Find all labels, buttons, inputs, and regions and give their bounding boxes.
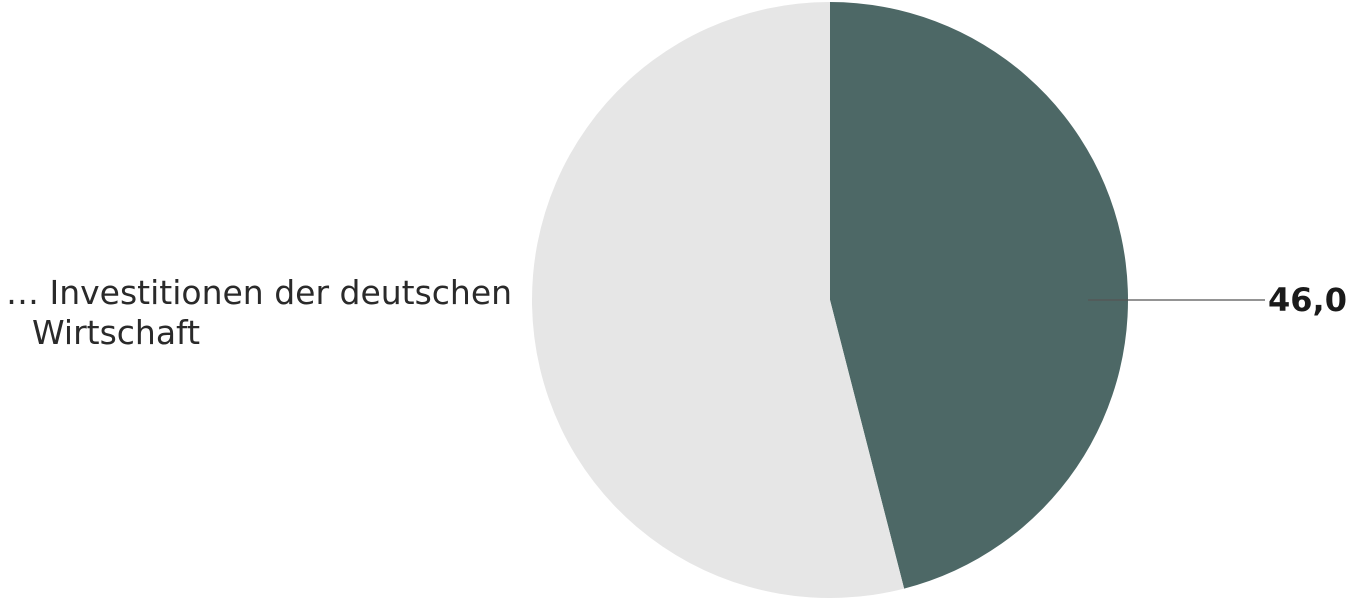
pie-slice-0 bbox=[830, 2, 1128, 589]
value-label: 46,0 bbox=[1268, 281, 1347, 319]
category-label-line-1: … Investitionen der deutschen bbox=[6, 273, 513, 312]
category-label: … Investitionen der deutschen Wirtschaft bbox=[6, 273, 526, 353]
pie-slice-1 bbox=[531, 2, 905, 598]
pie-slices bbox=[531, 2, 1128, 598]
category-label-line-2: Wirtschaft bbox=[32, 313, 201, 352]
